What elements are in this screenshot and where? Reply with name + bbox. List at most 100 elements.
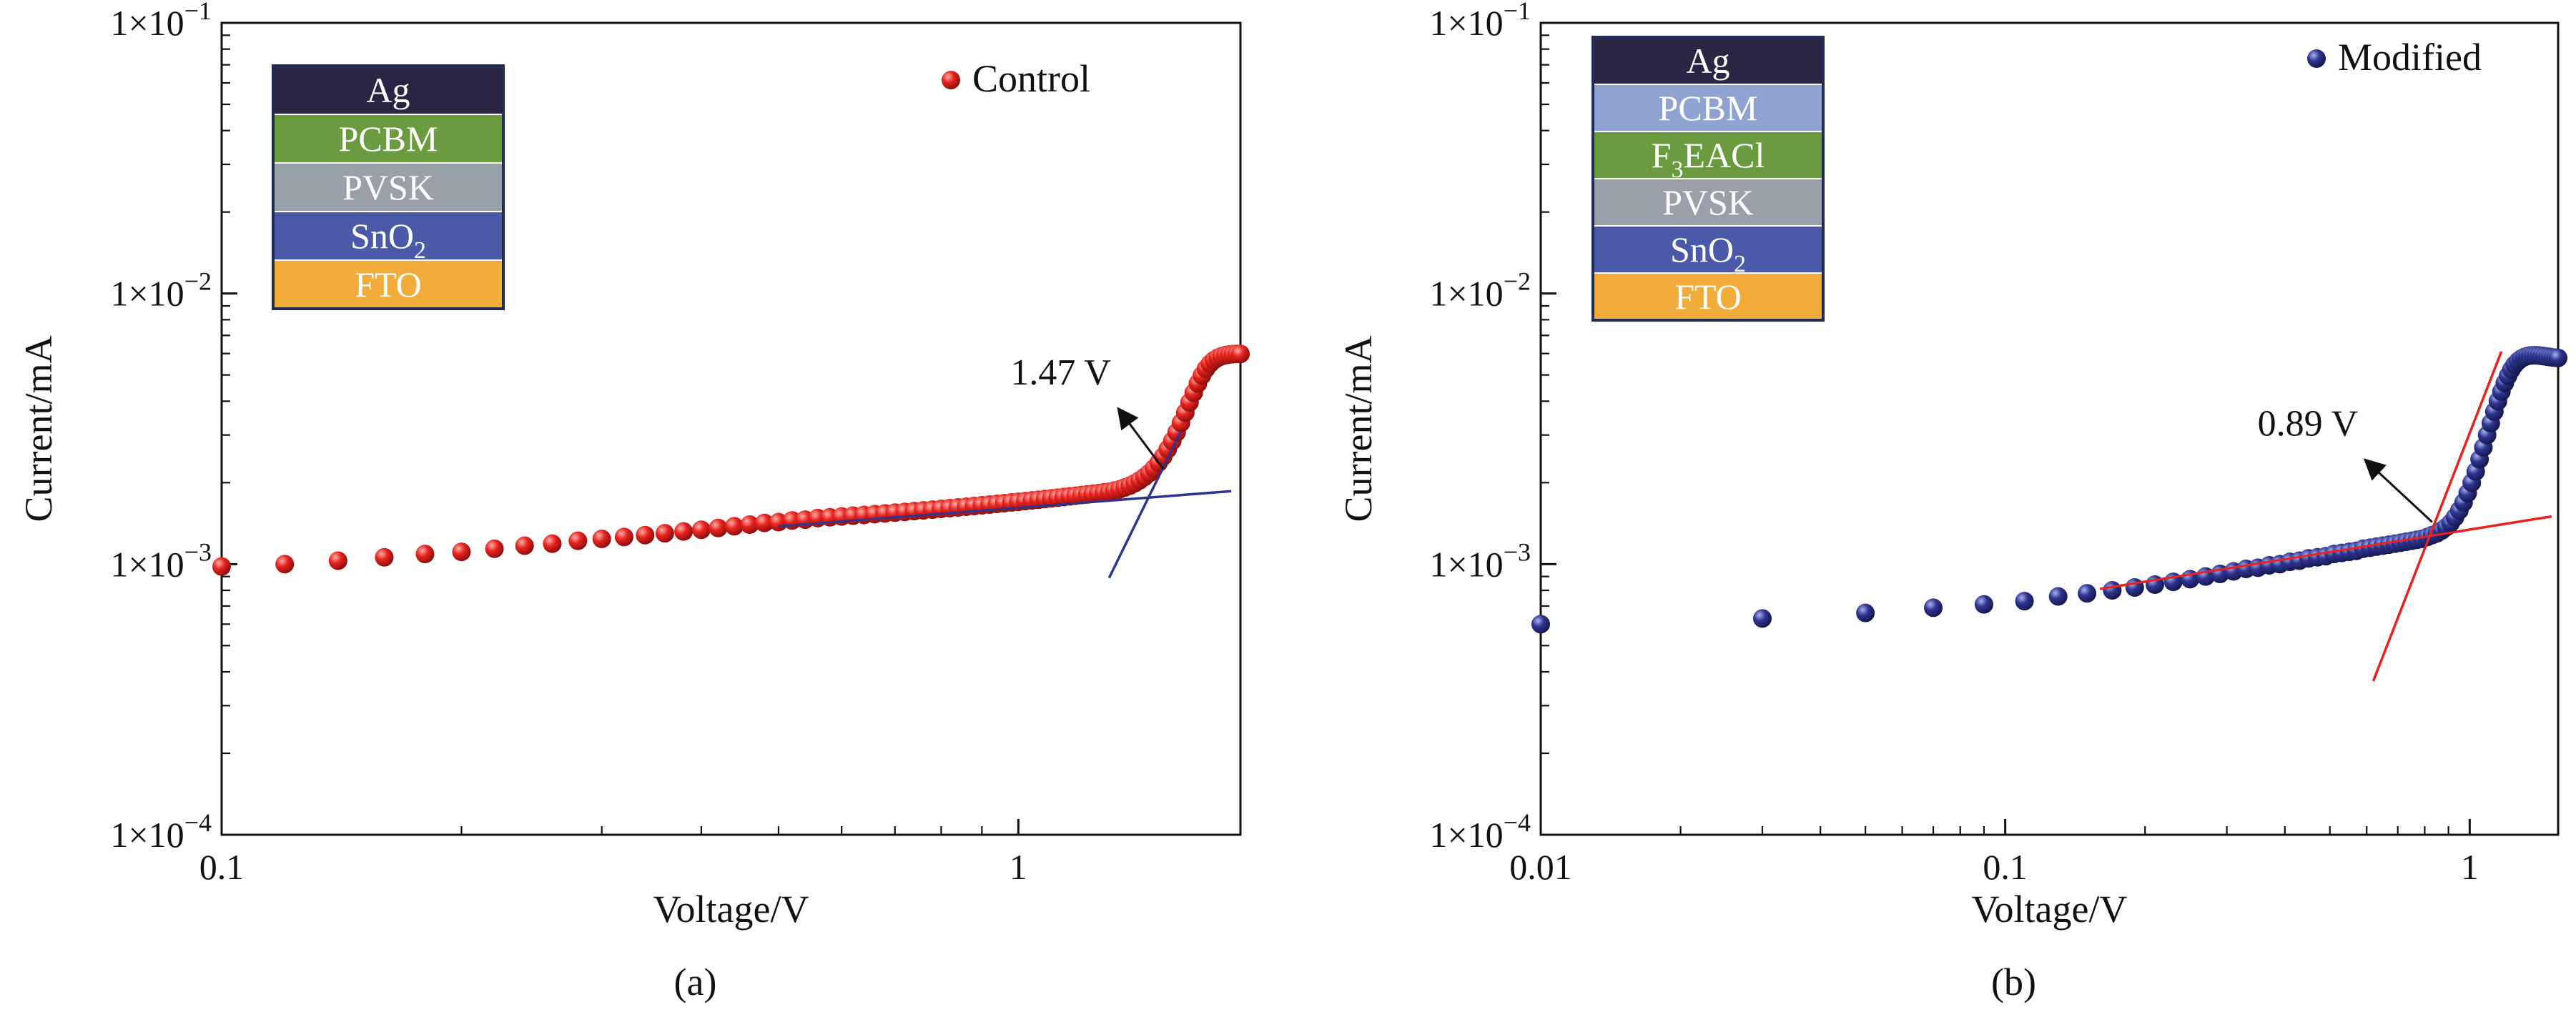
a-data-point: [691, 520, 711, 540]
b-data-point: [2078, 584, 2097, 603]
b-y-tick-label: 1×10−1: [1429, 0, 1531, 43]
a-y-tick-mantissa: 1×10: [110, 544, 184, 584]
b-plot-frame: [1539, 21, 2560, 836]
a-layer-label: FTO: [355, 264, 422, 304]
b-fit-line-overlay: [2372, 351, 2503, 682]
b-layer-label-tail: EACl: [1683, 135, 1765, 175]
a-data-point: [415, 545, 435, 564]
b-layer-label: Ag: [1686, 41, 1729, 81]
a-y-tick-mantissa: 1×10: [110, 3, 184, 43]
a-data-point: [375, 547, 394, 567]
b-panel-label: (b): [1991, 961, 2036, 1003]
a-layer-label: PVSK: [342, 167, 434, 207]
a-data-point: [452, 542, 471, 562]
b-x-axis-title: Voltage/V: [1972, 888, 2128, 931]
b-data-point: [2125, 577, 2144, 597]
b-layer-box: [1592, 178, 1824, 227]
a-data-point: [485, 539, 504, 558]
a-y-axis-title: Current/mA: [17, 336, 60, 522]
panel-b-chart: 0.01 0.1 11×10−41×10−31×10−21×10−1Voltage/…: [1337, 0, 2567, 1003]
a-x-axis-title: Voltage/V: [653, 888, 809, 931]
b-data-point: [1856, 603, 1875, 622]
b-data-point: [1924, 598, 1943, 617]
a-data-point: [1231, 344, 1250, 364]
b-y-tick-label: 1×10−2: [1429, 267, 1531, 314]
b-layer-label: SnO2: [1670, 229, 1746, 277]
b-data-point: [2549, 348, 2567, 367]
a-legend-marker: [942, 71, 960, 89]
a-data-point: [592, 529, 611, 548]
b-layer-box: [1592, 131, 1824, 179]
a-layer-label: Ag: [366, 70, 410, 110]
a-fit-line-overlay: [778, 490, 1232, 527]
a-layer-label-main: PCBM: [339, 119, 438, 159]
b-layer-label-sub: 3: [1671, 157, 1683, 183]
b-y-axis-title: Current/mA: [1337, 336, 1380, 522]
a-layer-label: PCBM: [339, 119, 438, 159]
a-y-tick-exponent: −4: [184, 808, 212, 837]
a-annotation-text: 1.47 V: [1010, 352, 1111, 393]
b-y-tick-label: 1×10−3: [1429, 537, 1531, 584]
b-fit-line-overlay: [2100, 515, 2552, 590]
a-fit-line-overlay: [1107, 430, 1183, 579]
a-data-point: [568, 531, 588, 550]
a-data-point: [674, 522, 694, 541]
a-panel-label: (a): [674, 961, 717, 1003]
a-layer-label-main: SnO: [350, 216, 414, 256]
b-y-tick-label: 1×10−4: [1429, 808, 1531, 855]
a-layer-box: [272, 114, 504, 164]
b-data-point: [2103, 581, 2122, 600]
b-y-tick-mantissa: 1×10: [1429, 3, 1503, 43]
b-annotation-text: 0.89 V: [2258, 403, 2359, 444]
b-layer-label-sub: 2: [1734, 251, 1746, 277]
a-data-point: [212, 557, 231, 576]
a-series-points: [212, 344, 1250, 576]
a-y-tick-mantissa: 1×10: [110, 274, 184, 314]
a-layer-label-sub: 2: [414, 237, 426, 264]
b-x-tick-label: 0.01: [1509, 847, 1572, 887]
a-data-point: [543, 534, 562, 553]
a-legend-label: Control: [972, 57, 1090, 100]
a-y-tick-label: 1×10−4: [110, 808, 212, 855]
a-data-point: [515, 536, 534, 555]
a-layer-label-main: PVSK: [342, 167, 434, 207]
a-annotation-arrow: [1117, 407, 1165, 470]
a-layer-label-main: FTO: [355, 264, 422, 304]
a-data-point: [614, 527, 633, 547]
b-legend-label: Modified: [2338, 36, 2482, 79]
a-data-point: [328, 551, 347, 570]
b-y-tick-exponent: −1: [1504, 0, 1531, 25]
a-data-point: [755, 513, 774, 532]
b-x-tick-label: 1: [2461, 847, 2479, 887]
b-annotation-arrow: [2363, 458, 2433, 523]
a-layer-box: [272, 211, 504, 261]
a-y-tick-label: 1×10−1: [110, 0, 212, 43]
a-data-point: [275, 555, 295, 574]
b-data-point: [1974, 595, 1993, 614]
a-plot-frame: [220, 21, 1242, 836]
a-data-point: [740, 515, 759, 534]
a-layer-box: [272, 259, 504, 309]
b-layer-label: PCBM: [1659, 88, 1758, 128]
b-y-tick-mantissa: 1×10: [1429, 274, 1503, 314]
a-y-tick-label: 1×10−2: [110, 267, 212, 314]
b-y-tick-exponent: −2: [1504, 267, 1531, 296]
b-y-tick-exponent: −3: [1504, 537, 1531, 566]
b-y-tick-exponent: −4: [1504, 808, 1531, 837]
b-x-tick-label: 0.1: [1983, 847, 2028, 887]
a-y-tick-exponent: −2: [184, 267, 212, 296]
panel-a-chart: 0.1 11×10−41×10−31×10−21×10−1Voltage/VCur…: [17, 0, 1250, 1003]
a-layer-label-main: Ag: [366, 70, 410, 110]
b-data-point: [2015, 592, 2034, 611]
b-layer-label-main: Ag: [1686, 41, 1729, 81]
b-layer-label-main: SnO: [1670, 229, 1734, 269]
a-y-tick-mantissa: 1×10: [110, 815, 184, 855]
b-data-point: [2048, 587, 2068, 606]
a-data-point: [725, 517, 744, 536]
b-layer-label: FTO: [1674, 277, 1742, 317]
b-y-tick-mantissa: 1×10: [1429, 544, 1503, 584]
a-y-tick-exponent: −1: [184, 0, 212, 25]
b-legend-marker: [2307, 49, 2326, 68]
